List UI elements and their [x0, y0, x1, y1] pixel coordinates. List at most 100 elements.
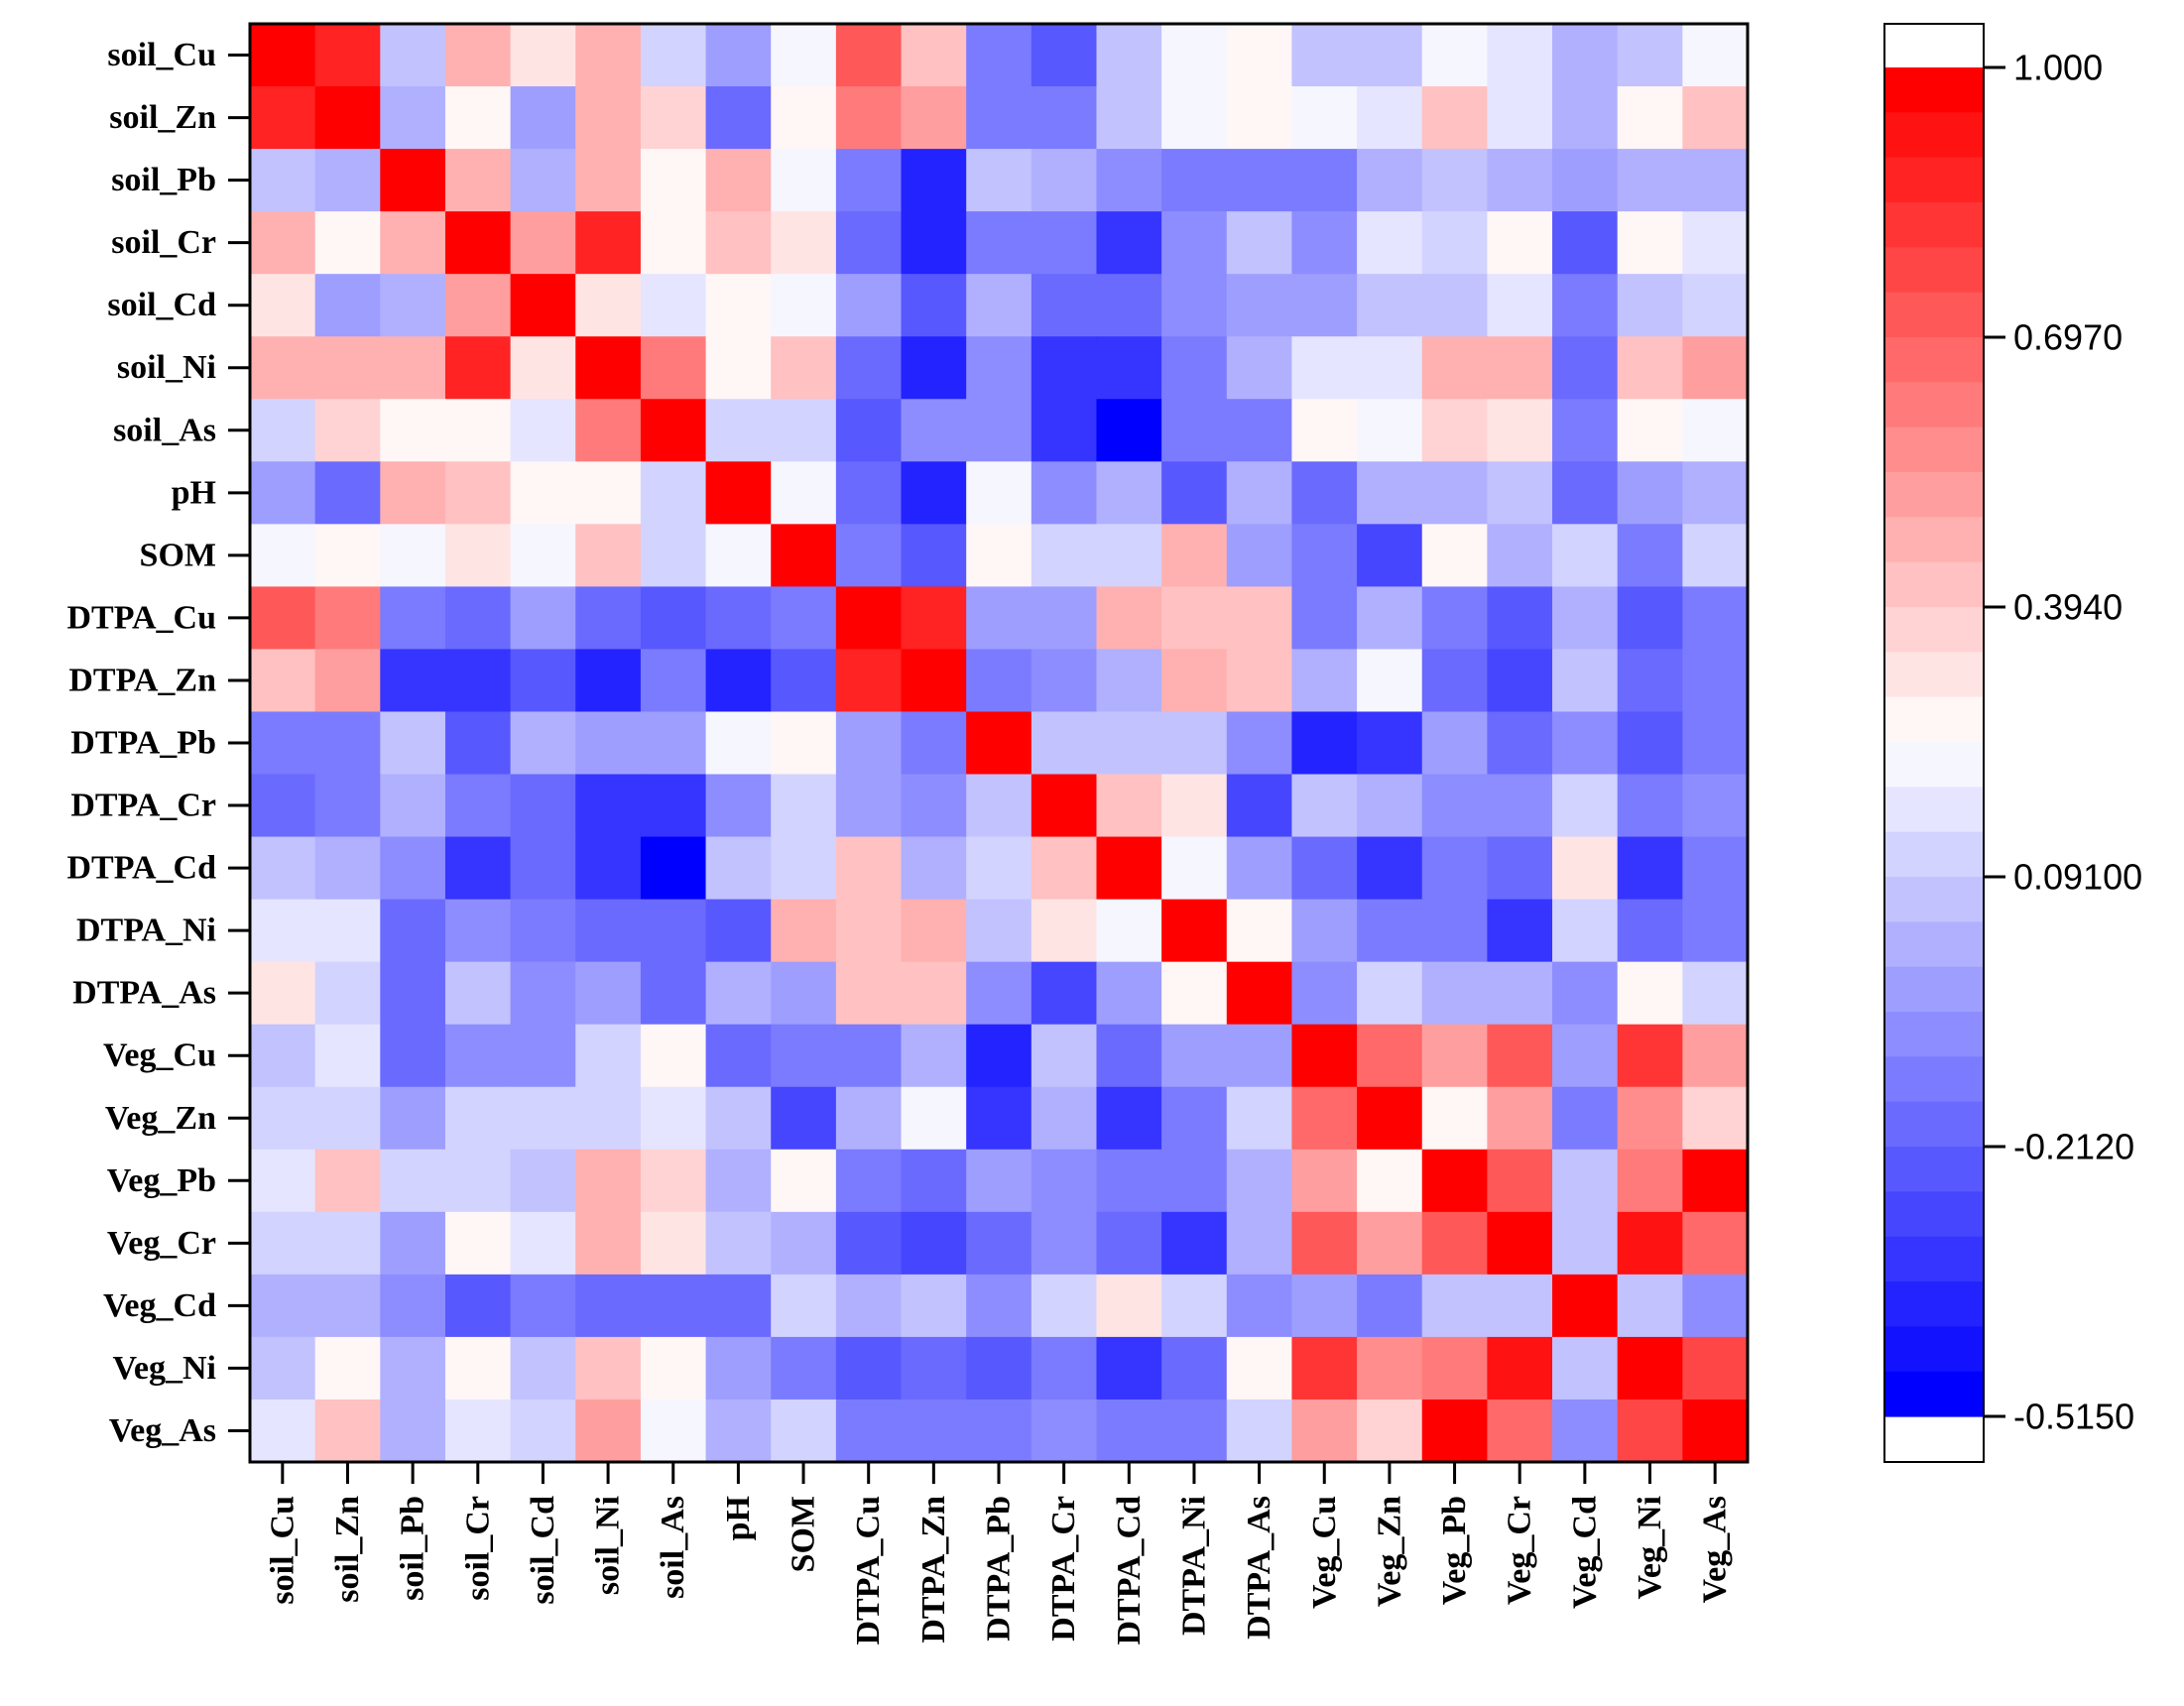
heatmap-cell: [1161, 1024, 1228, 1088]
heatmap-cell: [444, 336, 512, 400]
heatmap-cell: [444, 461, 512, 525]
heatmap-cell: [1421, 774, 1488, 838]
heatmap-cell: [314, 1274, 381, 1338]
heatmap-cell: [901, 399, 967, 462]
heatmap-cell: [510, 649, 576, 713]
heatmap-cell: [1357, 1086, 1423, 1151]
heatmap-cell: [1357, 24, 1423, 87]
heatmap-cell: [835, 149, 903, 212]
column-label: Veg_Cu: [1306, 1496, 1343, 1609]
heatmap-cell: [575, 336, 642, 400]
heatmap-cell: [835, 1086, 903, 1151]
heatmap-cell: [966, 899, 1032, 963]
heatmap-cell: [1031, 649, 1098, 713]
heatmap-cell: [901, 336, 967, 400]
heatmap-cell: [771, 524, 837, 587]
heatmap-cell: [510, 524, 576, 587]
heatmap-cell: [1617, 86, 1683, 150]
heatmap-cell: [380, 1024, 446, 1088]
heatmap-cell: [901, 961, 967, 1026]
heatmap-cell: [835, 649, 903, 713]
heatmap-cell: [1357, 961, 1423, 1026]
heatmap-cell: [1226, 1274, 1293, 1338]
heatmap-cell: [380, 1149, 446, 1213]
heatmap-cell: [640, 1149, 707, 1213]
heatmap-cell: [966, 149, 1032, 212]
heatmap-cell: [575, 1211, 642, 1276]
colorbar-step: [1884, 696, 1984, 743]
heatmap-cell: [444, 1024, 512, 1088]
row-label: Veg_Cd: [103, 1287, 216, 1324]
heatmap-cell: [380, 274, 446, 337]
heatmap-cell: [1226, 586, 1293, 651]
heatmap-cell: [705, 211, 772, 275]
colorbar-step: [1884, 742, 1984, 788]
heatmap-cell: [1291, 1274, 1358, 1338]
heatmap-cell: [444, 774, 512, 838]
heatmap-cell: [1617, 899, 1683, 963]
heatmap-cell: [1291, 86, 1358, 150]
heatmap-cell: [1487, 336, 1553, 400]
heatmap-cell: [444, 1211, 512, 1276]
heatmap-cell: [1421, 211, 1488, 275]
heatmap-cell: [1096, 649, 1162, 713]
heatmap-cell: [1552, 336, 1619, 400]
heatmap-cell: [835, 1211, 903, 1276]
heatmap-cell: [1357, 1336, 1423, 1401]
heatmap-cell: [1552, 836, 1619, 901]
heatmap-cell: [835, 899, 903, 963]
heatmap-cell: [1291, 711, 1358, 776]
heatmap-cell: [1682, 149, 1749, 212]
heatmap-cell: [1682, 836, 1749, 901]
heatmap-cell: [250, 1336, 316, 1401]
heatmap-cell: [1161, 1336, 1228, 1401]
heatmap-cell: [1552, 1211, 1619, 1276]
heatmap-cell: [1357, 1024, 1423, 1088]
heatmap-cell: [314, 836, 381, 901]
heatmap-cell: [314, 336, 381, 400]
heatmap-cell: [1682, 274, 1749, 337]
heatmap-cell: [1161, 586, 1228, 651]
row-label: Veg_Zn: [105, 1100, 216, 1137]
heatmap-cell: [1096, 1336, 1162, 1401]
heatmap-cell: [1096, 274, 1162, 337]
heatmap-cell: [1421, 961, 1488, 1026]
heatmap-cell: [1487, 399, 1553, 462]
heatmap-cell: [1487, 86, 1553, 150]
row-label: Veg_As: [109, 1412, 216, 1449]
heatmap-cell: [1617, 774, 1683, 838]
heatmap-cell: [1031, 274, 1098, 337]
heatmap-cell: [1617, 524, 1683, 587]
heatmap-cell: [575, 274, 642, 337]
heatmap-cell: [1552, 274, 1619, 337]
colorbar-step: [1884, 112, 1984, 159]
heatmap-cell: [314, 586, 381, 651]
heatmap-cell: [771, 961, 837, 1026]
heatmap-cell: [250, 149, 316, 212]
column-label: DTPA_Cd: [1111, 1496, 1148, 1645]
heatmap-cell: [771, 1399, 837, 1463]
heatmap-cell: [1031, 86, 1098, 150]
heatmap-cell: [1226, 336, 1293, 400]
heatmap-cell: [1357, 274, 1423, 337]
heatmap-cell: [1031, 24, 1098, 87]
heatmap-cell: [380, 961, 446, 1026]
heatmap-cell: [1096, 1399, 1162, 1463]
heatmap-cell: [380, 1086, 446, 1151]
heatmap-cell: [314, 461, 381, 525]
heatmap-cell: [1291, 836, 1358, 901]
heatmap-cell: [771, 1274, 837, 1338]
heatmap-cell: [1421, 24, 1488, 87]
heatmap-cell: [640, 649, 707, 713]
heatmap-cell: [1161, 24, 1228, 87]
heatmap-cell: [1421, 649, 1488, 713]
heatmap-cell: [640, 336, 707, 400]
heatmap-cell: [966, 774, 1032, 838]
heatmap-cell: [1291, 1336, 1358, 1401]
heatmap-cell: [510, 336, 576, 400]
heatmap-cell: [1161, 274, 1228, 337]
heatmap-cell: [1291, 1086, 1358, 1151]
heatmap-cell: [444, 274, 512, 337]
heatmap-cell: [705, 24, 772, 87]
heatmap-cell: [1096, 149, 1162, 212]
